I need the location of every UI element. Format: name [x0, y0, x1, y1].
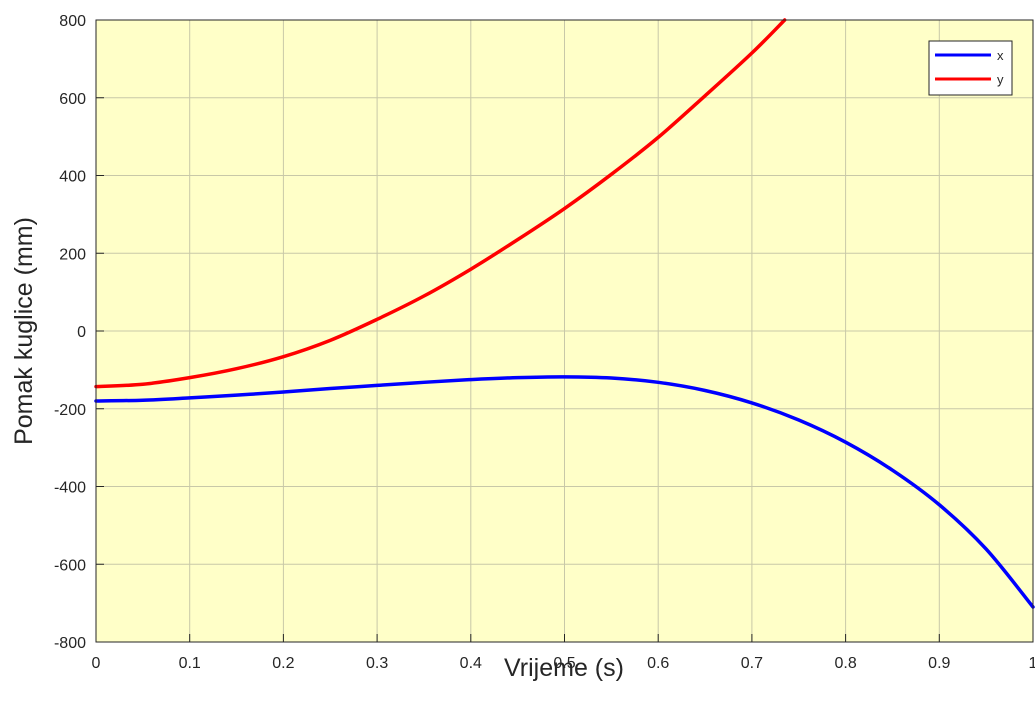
- x-tick-label: 0.7: [741, 655, 763, 672]
- x-tick-label: 0.3: [366, 655, 388, 672]
- y-tick-label: 800: [59, 13, 86, 30]
- x-tick-label: 0.1: [179, 655, 201, 672]
- x-tick-label: 0.5: [553, 655, 575, 672]
- legend-label-y: y: [997, 72, 1004, 87]
- plot-frame: [95, 19, 1034, 643]
- y-tick-label: -200: [54, 402, 86, 419]
- grid-lines: [95, 19, 1034, 643]
- y-tick-label: -600: [54, 557, 86, 574]
- series-line-y: [94, 18, 787, 389]
- series-line-x: [94, 375, 1035, 609]
- legend: x y: [928, 40, 1013, 96]
- y-tick-labels: -800 -600 -400 -200 0 200 400 600 800: [54, 13, 86, 652]
- x-axis-label: Vrijeme (s): [504, 654, 624, 682]
- x-tick-label: 0.9: [928, 655, 950, 672]
- x-tick-label: 1: [1029, 655, 1035, 672]
- x-tick-label: 0.4: [460, 655, 482, 672]
- y-tick-label: 600: [59, 91, 86, 108]
- x-tick-label: 0.2: [272, 655, 294, 672]
- y-tick-label: -400: [54, 480, 86, 497]
- x-tick-label: 0: [92, 655, 101, 672]
- legend-label-x: x: [997, 48, 1004, 63]
- y-tick-label: 200: [59, 246, 86, 263]
- y-tick-label: 400: [59, 169, 86, 186]
- series-group: [94, 18, 1035, 609]
- y-axis-label: Pomak kuglice (mm): [10, 217, 38, 445]
- x-tick-labels: 0 0.1 0.2 0.3 0.4 0.5 0.6 0.7 0.8 0.9 1: [92, 655, 1035, 672]
- x-tick-label: 0.8: [834, 655, 856, 672]
- legend-box: [928, 40, 1013, 96]
- x-tick-label: 0.6: [647, 655, 669, 672]
- y-tick-label: -800: [54, 635, 86, 652]
- y-tick-label: 0: [77, 324, 86, 341]
